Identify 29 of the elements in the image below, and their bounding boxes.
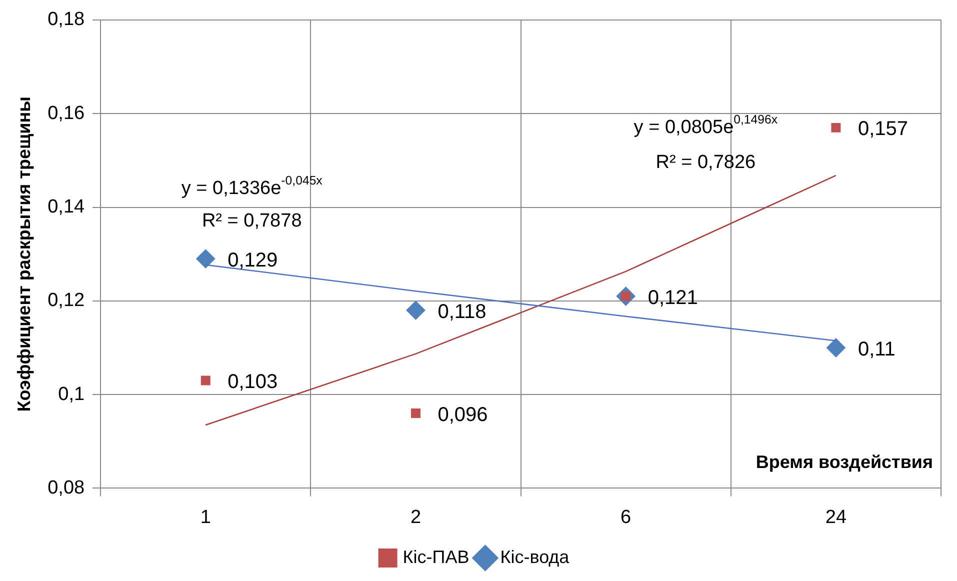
point [831,122,841,132]
point [406,300,426,320]
y-tick-label: 0,1 [58,384,85,405]
y-tick-label: 0,16 [48,102,85,124]
x-tick-label: 1 [200,506,211,528]
data-label: 0,121 [648,286,698,309]
data-label: 0,096 [438,404,488,426]
point [196,249,216,268]
data-label: 0,129 [228,249,278,272]
y-tick-label: 0,14 [48,196,86,218]
data-label: 0,118 [438,300,486,323]
y-tick-label: 0,12 [48,290,85,312]
annotation: R² = 0,7826 [656,152,756,174]
annotation: R² = 0,7878 [202,210,302,232]
data-label: 0,11 [858,338,896,360]
data-label: 0,103 [228,371,278,394]
x-tick-label: 6 [620,506,632,528]
y-axis-title: Коэффициент раскрытия трещины [14,96,34,412]
point [200,376,210,386]
x-tick-label: 24 [825,506,847,528]
data-label: 0,157 [858,118,908,140]
y-tick-label: 0,08 [48,477,85,498]
legend-label: Кіс-вода [500,546,570,567]
x-tick-label: 2 [410,506,422,528]
point [410,408,420,418]
y-tick-label: 0,18 [48,9,85,30]
point [826,338,846,358]
legend-label: Кіс-ПАВ [402,546,470,567]
x-axis-title: Время воздействия [756,452,933,472]
